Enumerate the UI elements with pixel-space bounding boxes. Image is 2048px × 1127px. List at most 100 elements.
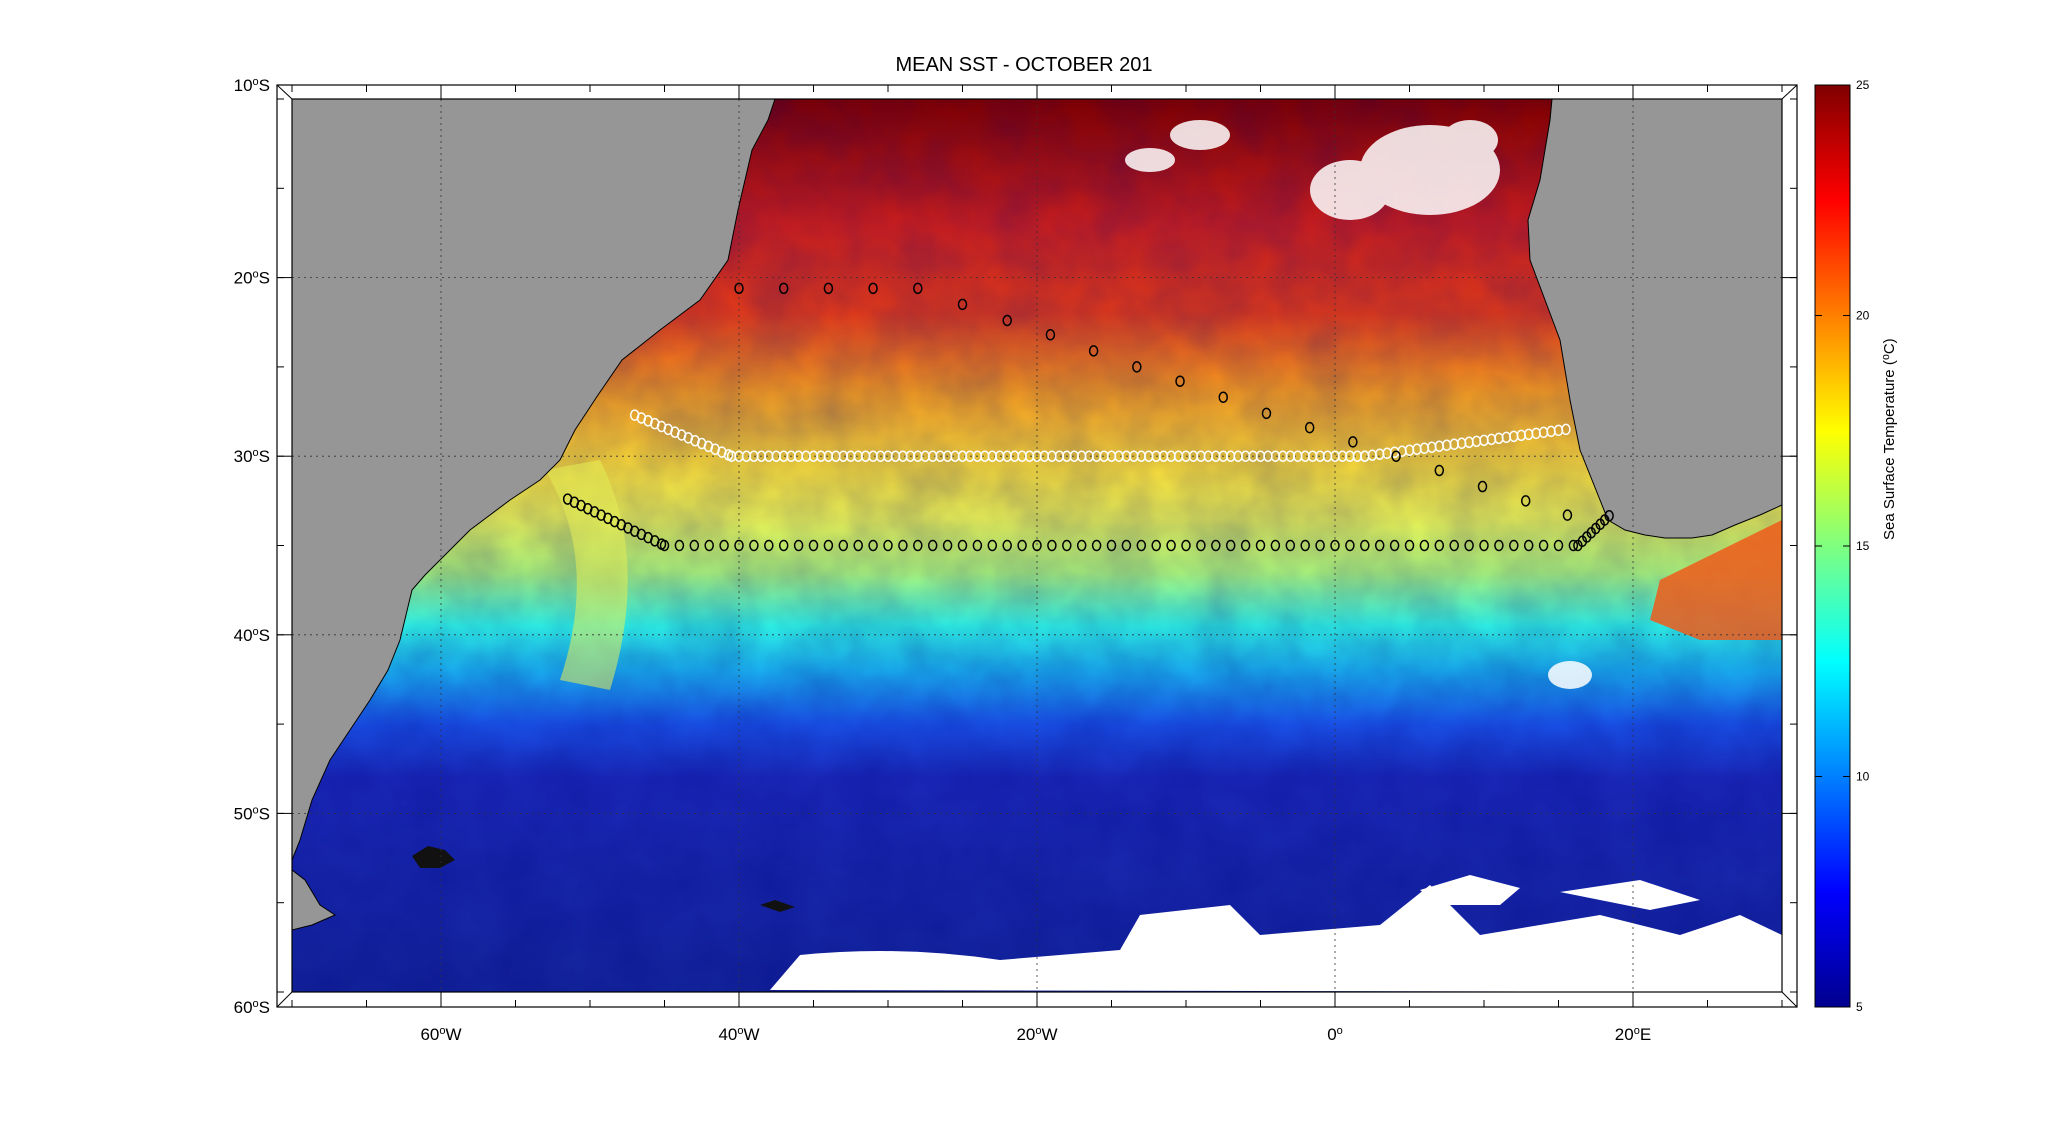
- station-marker: [734, 282, 744, 295]
- colorbar-tick-label-10: 10: [1856, 770, 1870, 784]
- station-marker: [823, 282, 834, 295]
- station-marker: [913, 282, 923, 295]
- station-marker: [764, 539, 774, 552]
- station-marker: [987, 539, 998, 552]
- lat-label-50S: 50oS: [234, 804, 270, 823]
- station-marker: [1561, 423, 1571, 436]
- station-marker: [898, 539, 908, 552]
- inner-frame: [291, 98, 1783, 993]
- station-marker: [1032, 539, 1042, 552]
- station-marker: [1345, 539, 1355, 552]
- station-marker: [1121, 539, 1132, 552]
- station-marker: [1062, 539, 1072, 552]
- station-marker: [1538, 539, 1549, 552]
- south-georgia: [760, 900, 795, 912]
- station-marker: [1434, 464, 1445, 477]
- station-marker: [1181, 539, 1191, 552]
- station-line-north: [734, 282, 1573, 521]
- station-marker: [1509, 539, 1519, 552]
- tierra-del-fuego-land: [292, 869, 337, 931]
- station-marker: [868, 282, 878, 295]
- station-marker: [1270, 539, 1281, 552]
- latitude-labels: 10oS 20oS 30oS 40oS 50oS 60oS: [234, 76, 270, 1017]
- frame-corner-tl: [276, 84, 293, 100]
- colorbar-ticks: 5 10 15 20 25: [1815, 78, 1870, 1014]
- station-marker: [793, 539, 804, 552]
- station-marker: [1261, 407, 1272, 420]
- lon-label-20W: 20oW: [1016, 1025, 1057, 1044]
- lat-label-60S: 60oS: [234, 998, 270, 1017]
- station-marker: [1175, 375, 1185, 387]
- station-marker: [1106, 539, 1117, 552]
- station-line-white: [629, 409, 1571, 462]
- station-marker: [1389, 539, 1400, 552]
- station-marker: [1464, 539, 1474, 552]
- station-marker: [1151, 539, 1161, 552]
- station-marker: [1419, 539, 1430, 552]
- missing-data-north: [1125, 120, 1592, 689]
- lat-label-10S: 10oS: [234, 76, 270, 95]
- station-marker: [1568, 539, 1579, 552]
- station-marker: [1002, 539, 1012, 552]
- station-marker: [689, 539, 700, 552]
- station-marker: [719, 539, 729, 552]
- station-marker: [1047, 539, 1057, 552]
- colorbar-tick-label-25: 25: [1856, 78, 1870, 92]
- station-marker: [1604, 510, 1614, 522]
- map-title: MEAN SST - OCTOBER 201: [895, 54, 1153, 76]
- station-marker: [1330, 539, 1340, 552]
- station-marker: [1240, 539, 1251, 552]
- station-marker: [868, 539, 878, 552]
- station-marker: [1360, 539, 1370, 552]
- station-marker: [1520, 495, 1531, 507]
- lon-label-20E: 20oE: [1615, 1025, 1651, 1044]
- map-grid: [292, 99, 1782, 992]
- station-marker: [1404, 539, 1415, 552]
- lat-label-20S: 20oS: [234, 269, 270, 288]
- frame-corner-br: [1781, 991, 1798, 1008]
- station-marker: [734, 539, 744, 552]
- station-marker: [1300, 539, 1310, 552]
- station-marker: [942, 539, 953, 552]
- lon-label-60W: 60oW: [420, 1025, 461, 1044]
- station-marker: [1225, 539, 1236, 552]
- station-marker: [1391, 450, 1401, 462]
- station-marker: [1091, 539, 1102, 552]
- outer-frame: [276, 84, 1798, 1008]
- colorbar-tick-label-20: 20: [1856, 309, 1870, 323]
- station-marker: [1218, 391, 1228, 404]
- station-marker: [838, 539, 849, 552]
- station-marker: [704, 539, 714, 552]
- agulhas-warm-patch: [1650, 520, 1782, 640]
- south-america-land: [292, 99, 776, 861]
- lon-label-0: 0o: [1327, 1025, 1343, 1044]
- station-marker: [1285, 539, 1296, 552]
- station-marker: [1017, 539, 1027, 552]
- colorbar-label: Sea Surface Temperature (⁰C): [1881, 338, 1898, 540]
- station-marker: [749, 539, 759, 552]
- map-ticks: [277, 84, 1797, 1008]
- station-marker: [823, 539, 834, 552]
- station-marker: [1374, 539, 1385, 552]
- station-marker: [659, 539, 670, 552]
- africa-land: [1527, 99, 1782, 539]
- station-marker: [1523, 539, 1534, 552]
- station-marker: [1494, 539, 1504, 552]
- station-marker: [1477, 480, 1488, 493]
- brazil-current-tongue: [545, 460, 628, 690]
- longitude-labels: 60oW 40oW 20oW 0o 20oE: [420, 1025, 1651, 1044]
- lat-label-40S: 40oS: [234, 626, 270, 645]
- station-marker: [1304, 421, 1315, 434]
- colorbar-tick-label-15: 15: [1856, 539, 1870, 553]
- station-marker: [957, 539, 968, 552]
- station-marker: [808, 539, 819, 552]
- station-marker: [1132, 361, 1142, 373]
- station-marker: [957, 298, 968, 311]
- station-marker: [1002, 314, 1012, 327]
- station-line-dark: [562, 493, 1614, 552]
- station-marker: [674, 539, 685, 552]
- station-marker: [1255, 539, 1266, 552]
- station-marker: [1553, 539, 1564, 552]
- station-marker: [1479, 539, 1489, 552]
- station-marker: [1088, 345, 1099, 357]
